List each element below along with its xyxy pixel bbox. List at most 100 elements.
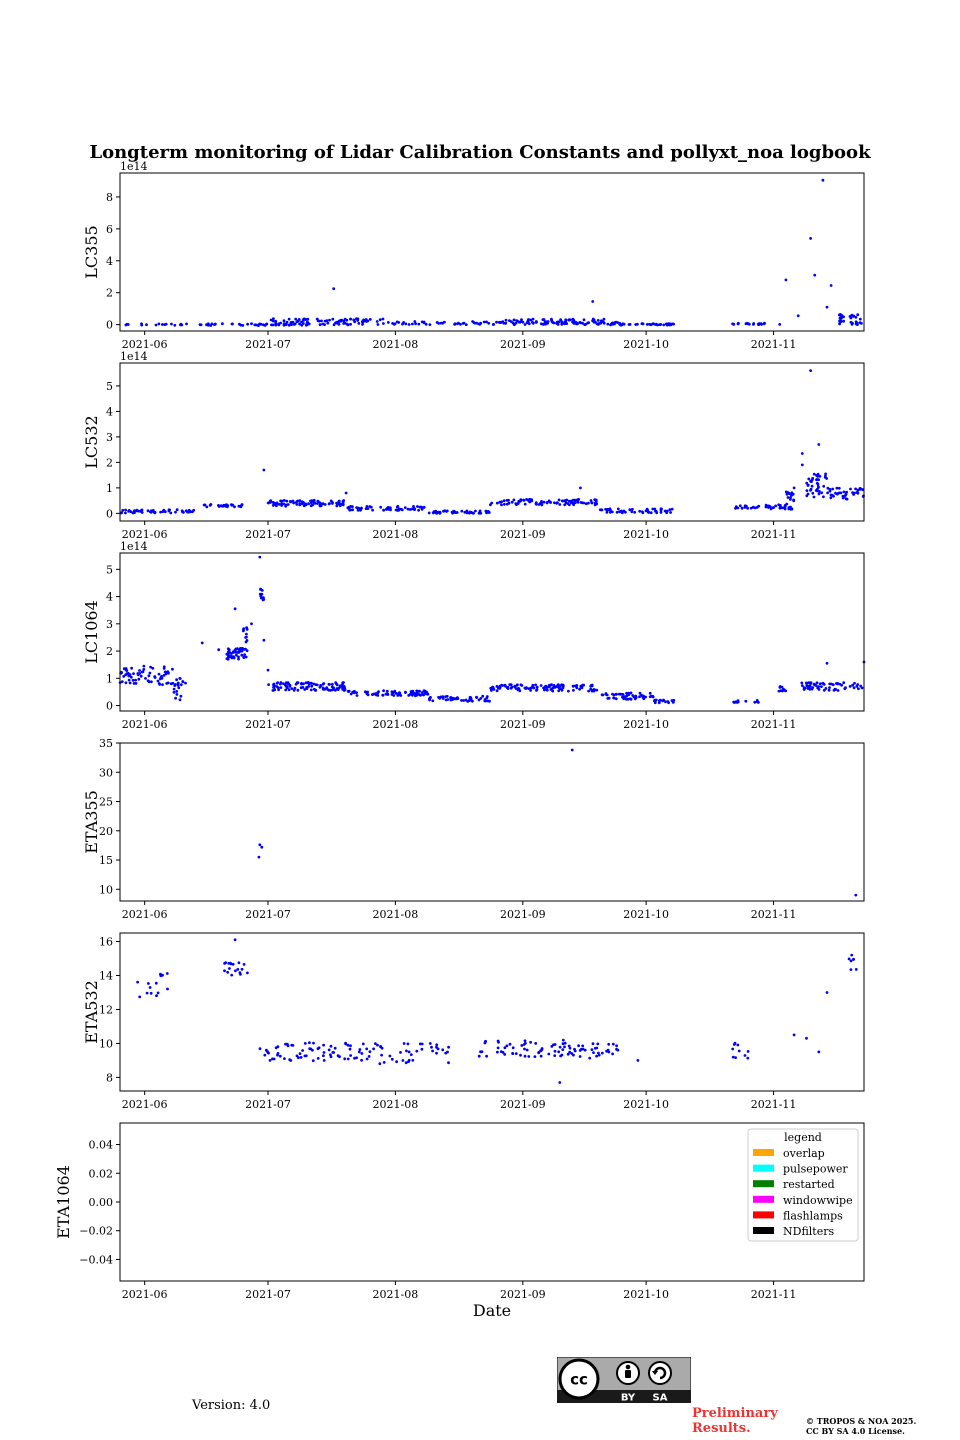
data-point [659,511,663,514]
data-point [385,689,389,693]
y-tick-label: 0.02 [89,1167,114,1180]
data-point [627,693,631,696]
data-point [489,503,492,507]
data-point [456,697,460,701]
data-point [241,324,245,327]
data-point [800,684,804,687]
data-point [615,1044,618,1048]
data-point [360,1052,364,1055]
data-point [511,1052,515,1055]
data-point [132,682,136,685]
data-point [587,321,590,325]
data-point [829,284,833,287]
x-tick-label: 2021-08 [373,338,419,351]
data-point [305,687,309,690]
data-point [604,693,608,696]
data-point [271,504,275,507]
data-point [333,1046,337,1050]
data-point [792,1033,796,1037]
data-point [219,504,223,508]
y-axis-label: LC532 [82,415,101,468]
data-point [137,677,141,681]
data-point [609,323,612,327]
data-point [531,317,535,321]
data-point [299,1056,303,1059]
data-point [615,510,619,514]
data-point [558,503,562,506]
data-point [625,694,629,698]
data-point [477,511,481,515]
data-point [576,500,580,504]
data-point [349,1054,352,1057]
data-point [266,501,270,505]
data-point [671,322,675,326]
data-point [465,511,469,515]
data-point [852,957,855,961]
data-point [329,499,333,503]
data-point [648,691,652,695]
data-point [495,320,498,324]
x-tick-label: 2021-07 [245,718,291,731]
data-point [809,237,812,240]
data-point [284,688,288,692]
data-point [405,1049,408,1053]
data-point [386,506,390,509]
x-tick-label: 2021-11 [751,528,797,541]
data-point [268,1059,272,1062]
data-point [302,318,305,321]
x-tick-label: 2021-09 [500,908,546,921]
data-point [235,647,238,651]
data-point [323,503,327,506]
data-point [572,321,576,325]
data-point [277,688,280,692]
data-point [149,665,153,669]
data-point [659,698,662,702]
data-point [665,509,669,513]
data-point [809,369,812,372]
data-point [590,1048,594,1051]
data-point [312,498,316,502]
data-point [142,668,146,671]
data-point [242,656,246,659]
data-point [778,323,782,326]
legend-item: pulsepower [783,1163,848,1176]
data-point [351,690,355,694]
data-point [557,498,561,502]
panel-eta1064: 2021-06 2021-07 2021-08 2021-09 2021-10 2021-… [54,1122,865,1320]
data-point [343,1057,347,1061]
data-point [611,1052,614,1056]
y-tick-label: 35 [99,737,113,750]
data-point [568,1046,572,1050]
data-point [368,318,372,321]
data-point [780,506,784,510]
data-point [491,686,495,690]
data-point [520,684,524,687]
data-point [335,683,339,687]
data-point [205,505,209,509]
data-point [599,319,603,323]
data-point [422,506,426,509]
legend-swatch [753,1211,774,1219]
data-point [411,1058,415,1062]
data-point [815,681,819,685]
data-point [395,505,399,509]
data-point [418,505,422,509]
data-point [357,506,361,510]
data-point [353,1056,356,1060]
data-point [226,970,230,974]
data-point [575,686,579,690]
data-point [546,320,550,323]
data-point [205,323,208,327]
data-point [777,503,781,507]
data-point [375,320,379,323]
data-point [330,685,334,689]
data-point [359,508,362,512]
data-point [746,506,749,510]
data-point [816,472,820,476]
data-point [463,510,467,514]
data-point [831,487,835,491]
data-point [573,498,577,502]
data-point [824,687,828,690]
x-tick-label: 2021-10 [623,338,669,351]
data-point [792,499,796,503]
